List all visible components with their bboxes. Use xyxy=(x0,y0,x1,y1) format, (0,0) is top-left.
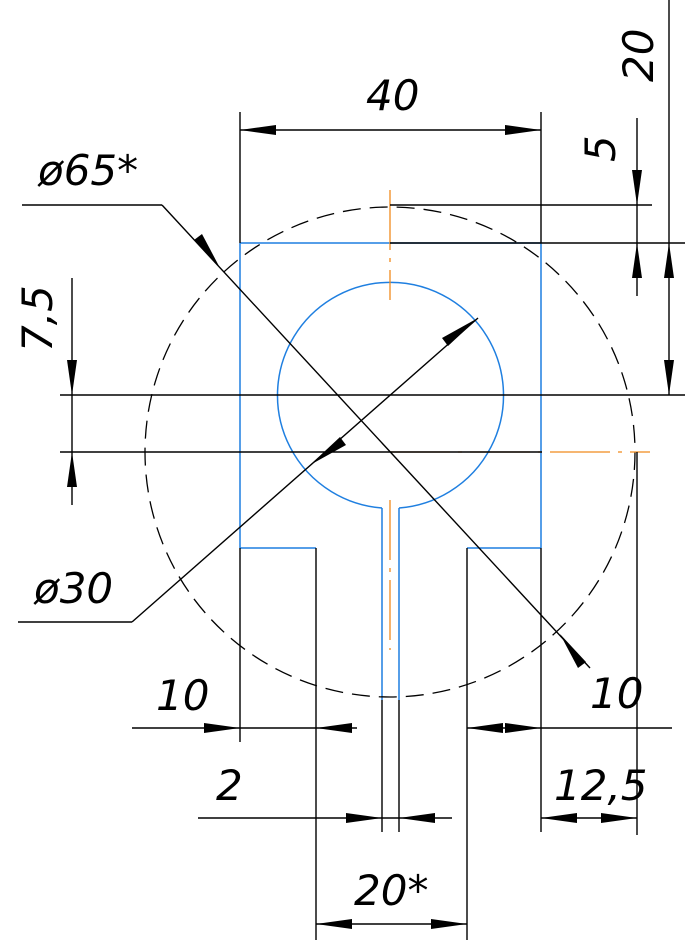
dim-10-right-label: 10 xyxy=(590,669,643,718)
dim-dia65-label: ø65* xyxy=(37,146,138,195)
dim-2: 2 xyxy=(198,761,452,823)
dim-7-5-label: 7,5 xyxy=(13,285,62,352)
dim-7-5: 7,5 xyxy=(13,285,77,487)
dim-20-label: 20 xyxy=(614,29,663,82)
dim-2-label: 2 xyxy=(216,761,243,810)
dim-10-right: 10 xyxy=(467,669,672,733)
center-lines xyxy=(389,190,650,650)
dim-20-bottom: 20* xyxy=(316,866,467,929)
dim-dia30-label: ø30 xyxy=(33,564,113,613)
dim-10-left-label: 10 xyxy=(156,671,209,720)
dim-dia65: ø65* xyxy=(22,146,591,669)
dim-12-5: 12,5 xyxy=(540,742,648,832)
dim-20-vertical: 20 xyxy=(614,29,674,395)
dim-5-label: 5 xyxy=(576,135,625,162)
dim-12-5-label: 12,5 xyxy=(554,761,648,810)
dim-20-bottom-label: 20* xyxy=(354,866,428,915)
extension-lines xyxy=(60,0,685,835)
dim-10-left: 10 xyxy=(132,671,357,733)
dim-40: 40 xyxy=(240,71,541,135)
dim-5: 5 xyxy=(576,135,642,278)
dim-dia30: ø30 xyxy=(18,317,479,623)
dim-40-label: 40 xyxy=(366,71,419,120)
